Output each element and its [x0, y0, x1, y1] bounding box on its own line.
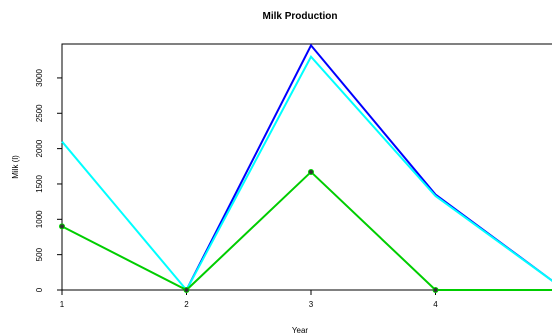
y-tick-label: 0 — [35, 287, 44, 292]
y-tick-label: 2000 — [35, 139, 44, 157]
y-tick-label: 1500 — [35, 175, 44, 193]
y-tick-label: 500 — [35, 247, 44, 261]
plot-box — [61, 43, 552, 291]
x-tick-label: 3 — [309, 300, 314, 309]
x-tick-label: 4 — [433, 300, 438, 309]
x-tick-label: 2 — [184, 300, 189, 309]
point — [183, 287, 190, 293]
chart-title: Milk Production — [263, 11, 338, 22]
y-tick-label: 1000 — [35, 210, 44, 228]
x-axis-label: Year — [292, 326, 309, 335]
point — [308, 168, 314, 175]
y-tick-label: 3000 — [35, 68, 44, 86]
plot-area — [59, 43, 552, 295]
series-line — [185, 43, 552, 291]
y-tick-label: 2500 — [35, 104, 44, 122]
point — [59, 223, 65, 230]
x-tick-label: 1 — [60, 300, 65, 309]
series-line — [61, 54, 552, 292]
series-line — [61, 170, 552, 292]
y-axis-label: Milk (l) — [11, 155, 20, 179]
point — [432, 287, 439, 293]
